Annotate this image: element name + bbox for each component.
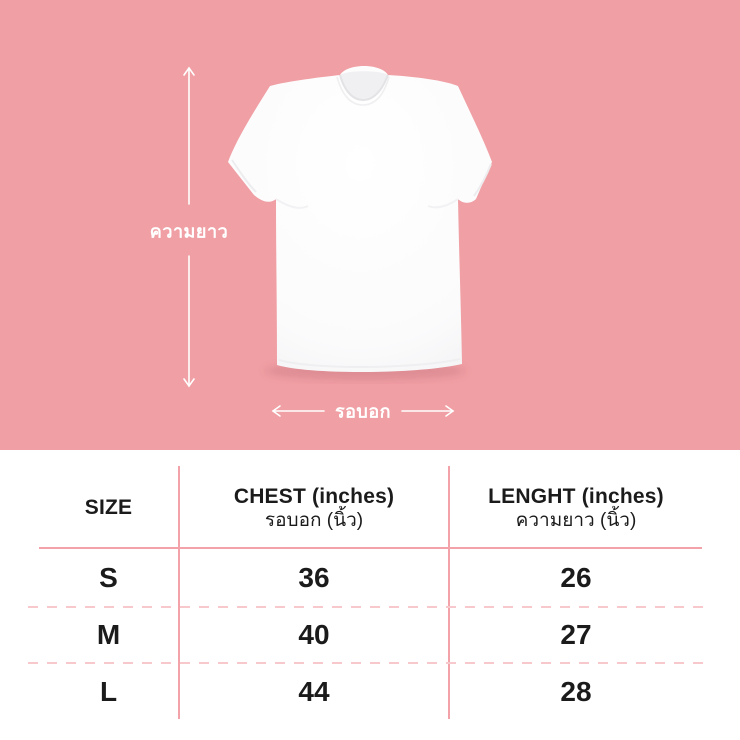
table-header-divider — [39, 547, 702, 549]
chest-label: รอบอก — [334, 401, 392, 422]
bottom-hem-seam — [278, 358, 461, 368]
header-size-label: SIZE — [84, 496, 133, 520]
header-chest-sublabel: รอบอก (นิ้ว) — [264, 510, 364, 532]
table-row-divider-1 — [28, 606, 710, 608]
table-row-divider-2 — [28, 662, 710, 664]
collar-band-seam — [336, 76, 390, 106]
collar-seam — [339, 74, 389, 102]
header-length-sublabel: ความยาว (นิ้ว) — [515, 510, 637, 532]
left-sleeve-hem-seam — [231, 159, 257, 193]
row-m-chest: 40 — [298, 619, 330, 650]
row-l-chest: 44 — [298, 675, 330, 707]
length-arrow — [183, 66, 195, 388]
row-m-length: 27 — [560, 619, 592, 650]
right-underarm-fold — [427, 198, 459, 209]
row-l-size: L — [99, 675, 118, 707]
row-l-length: 28 — [560, 675, 592, 707]
length-label: ความยาว — [149, 221, 229, 242]
table-column-divider-2 — [448, 466, 450, 719]
tshirt-body — [228, 66, 492, 373]
row-s-size: S — [99, 561, 118, 593]
row-s-chest: 36 — [298, 561, 330, 593]
chest-arrow — [271, 405, 455, 417]
row-m-size: M — [96, 619, 121, 650]
header-length-label: LENGHT (inches) — [488, 484, 664, 508]
header-chest: CHEST (inches) รอบอก (นิ้ว) — [180, 470, 448, 546]
table-column-divider-1 — [178, 466, 180, 719]
tshirt-image — [228, 66, 492, 380]
header-size: SIZE — [39, 470, 178, 546]
left-underarm-fold — [275, 198, 309, 209]
header-chest-label: CHEST (inches) — [233, 484, 395, 508]
right-sleeve-hem-seam — [473, 163, 492, 197]
tshirt-collar — [340, 71, 388, 100]
row-s-length: 26 — [560, 561, 592, 593]
hero-section: ความยาว รอบอก — [0, 0, 740, 450]
header-length: LENGHT (inches) ความยาว (นิ้ว) — [450, 470, 702, 546]
